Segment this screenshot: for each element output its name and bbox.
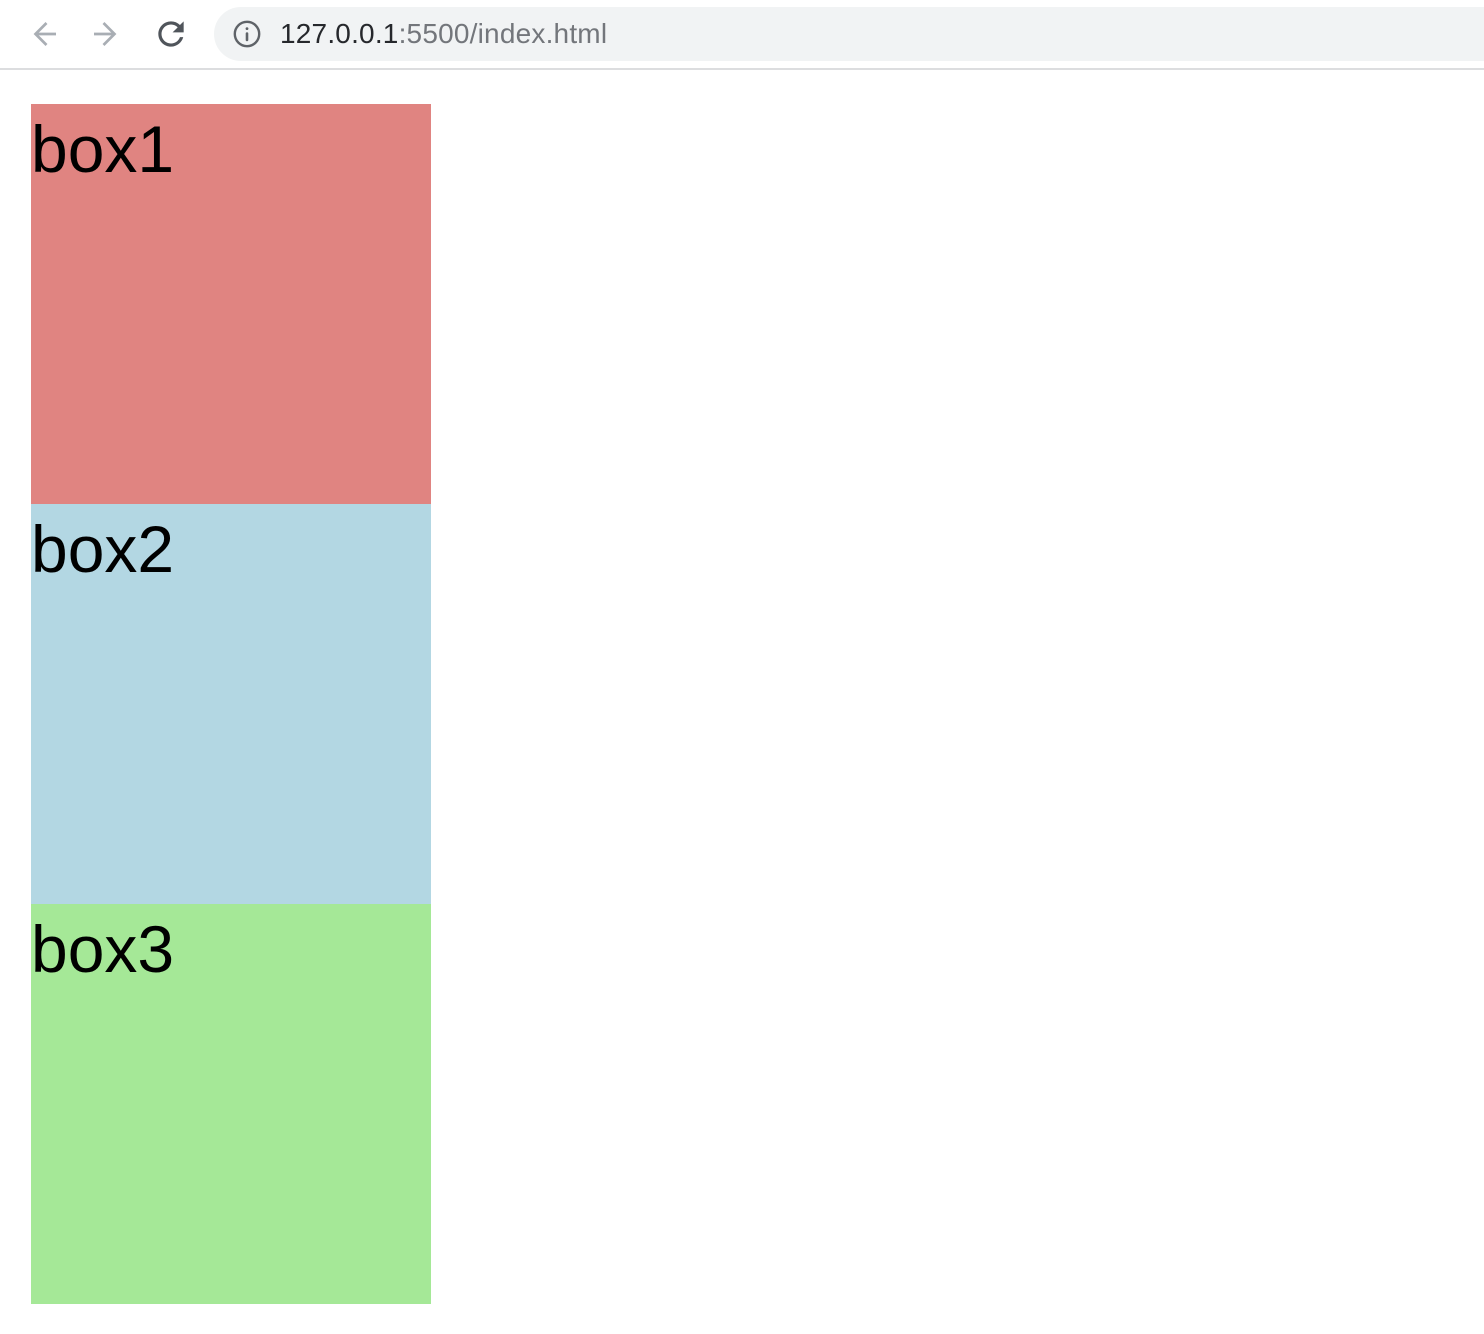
browser-toolbar: 127.0.0.1:5500/index.html <box>0 0 1484 70</box>
box2-label: box2 <box>31 512 175 586</box>
url-host: 127.0.0.1 <box>280 18 399 49</box>
url-text: 127.0.0.1:5500/index.html <box>280 18 607 50</box>
reload-icon <box>152 15 190 53</box>
box2: box2 <box>31 504 431 904</box>
forward-icon <box>88 15 126 53</box>
box1: box1 <box>31 104 431 504</box>
back-icon <box>24 15 62 53</box>
url-path: :5500/index.html <box>398 18 608 49</box>
box3: box3 <box>31 904 431 1304</box>
back-button[interactable] <box>20 11 66 57</box>
page-content: box1 box2 box3 <box>0 70 1484 1304</box>
reload-button[interactable] <box>148 11 194 57</box>
box3-label: box3 <box>31 912 175 986</box>
box1-label: box1 <box>31 112 175 186</box>
forward-button[interactable] <box>84 11 130 57</box>
address-bar[interactable]: 127.0.0.1:5500/index.html <box>214 7 1484 61</box>
site-info-icon[interactable] <box>232 19 262 49</box>
